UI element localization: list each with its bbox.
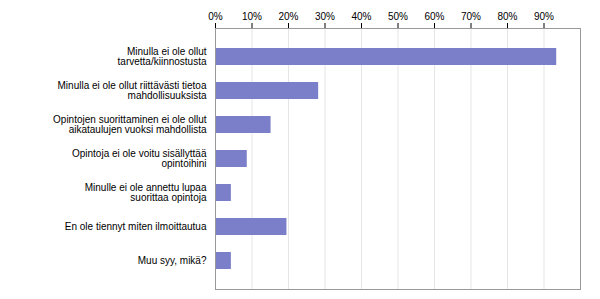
svg-text:60%: 60% (424, 11, 444, 22)
svg-text:En ole tiennyt miten ilmoittau: En ole tiennyt miten ilmoittautua (65, 221, 207, 232)
svg-text:80%: 80% (497, 11, 517, 22)
svg-text:20%: 20% (278, 11, 298, 22)
svg-text:30%: 30% (315, 11, 335, 22)
svg-text:Minulla ei ole ollut riittäväs: Minulla ei ole ollut riittävästi tietoam… (58, 80, 207, 101)
svg-text:10%: 10% (242, 11, 262, 22)
svg-text:70%: 70% (461, 11, 481, 22)
svg-text:40%: 40% (351, 11, 371, 22)
svg-text:50%: 50% (388, 11, 408, 22)
svg-text:Muu syy, mikä?: Muu syy, mikä? (138, 255, 207, 266)
svg-text:90%: 90% (534, 11, 554, 22)
svg-text:Minulle ei ole annettu lupaasu: Minulle ei ole annettu lupaasuorittaa op… (85, 182, 207, 203)
svg-text:Opintoja ei ole voitu sisällyt: Opintoja ei ole voitu sisällyttääopintoi… (72, 148, 207, 169)
svg-text:Minulla ei ole olluttarvetta/k: Minulla ei ole olluttarvetta/kiinnostust… (118, 46, 207, 67)
svg-text:0%: 0% (208, 11, 223, 22)
svg-text:Opintojen suorittaminen ei ole: Opintojen suorittaminen ei ole ollutaika… (53, 114, 207, 135)
